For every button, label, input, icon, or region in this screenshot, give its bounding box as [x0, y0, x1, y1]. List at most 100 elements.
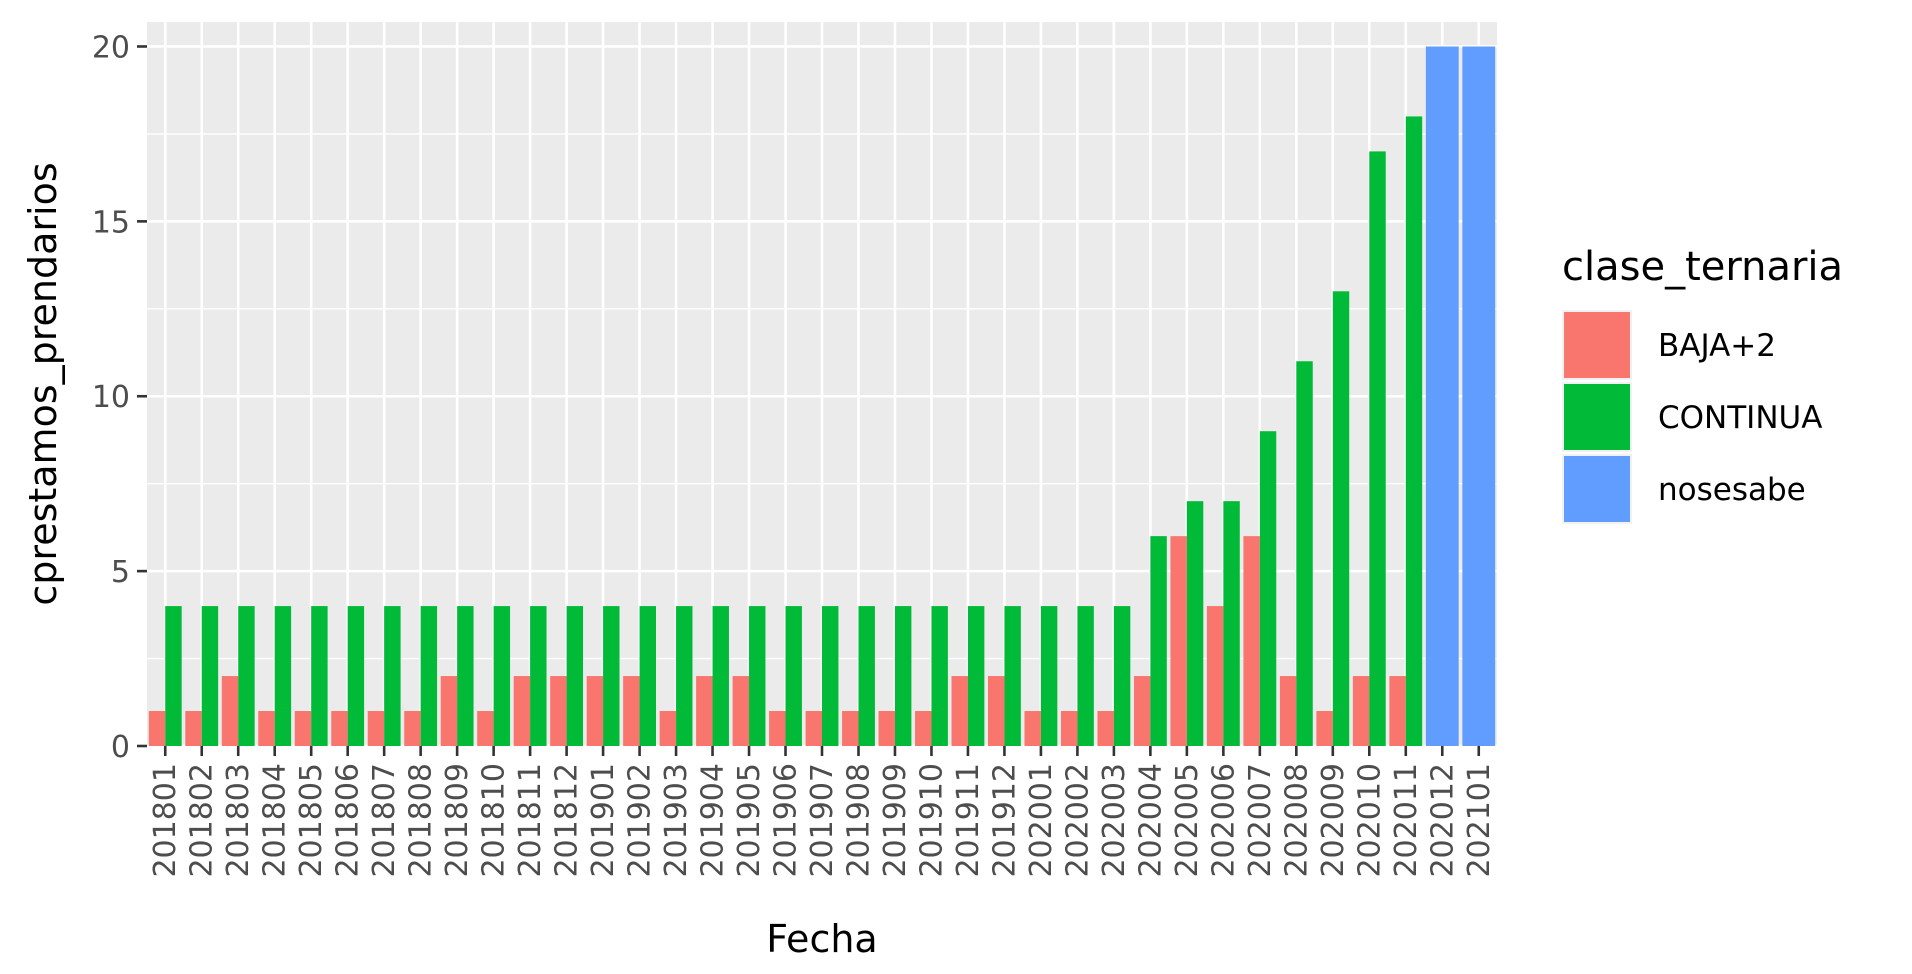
x-tick-label: 201909 [878, 763, 913, 878]
bar-baja-2-201901 [586, 676, 604, 746]
legend-label-baja-2: BAJA+2 [1658, 328, 1776, 364]
x-tick-label: 201809 [440, 763, 475, 878]
x-tick-label: 201902 [623, 763, 658, 878]
x-tick-label: 201907 [805, 763, 840, 878]
bar-continua-201911 [967, 606, 985, 746]
legend-swatch-baja-2 [1564, 312, 1630, 378]
x-tick-label: 202012 [1425, 763, 1460, 878]
x-tick-label: 201805 [294, 763, 329, 878]
bar-continua-201901 [603, 606, 620, 746]
bar-continua-202011 [1405, 116, 1423, 746]
x-tick-label: 202002 [1060, 763, 1095, 878]
x-tick-label: 202004 [1133, 763, 1168, 878]
bar-continua-201808 [420, 606, 438, 746]
x-tick-label: 202101 [1462, 763, 1497, 878]
bar-baja-2-202001 [1024, 711, 1041, 746]
bar-continua-201809 [457, 606, 474, 746]
bar-continua-201910 [931, 606, 948, 746]
bar-baja-2-201802 [185, 711, 202, 746]
y-axis-title: cprestamos_prendarios [21, 162, 65, 605]
legend: clase_ternaria BAJA+2 CONTINUA nosesabe [1562, 244, 1843, 524]
bar-continua-201803 [238, 606, 255, 746]
bar-baja-2-202004 [1133, 676, 1151, 746]
bar-baja-2-201810 [477, 711, 494, 746]
x-tick-label: 201806 [331, 763, 366, 878]
y-tick-label: 5 [111, 555, 130, 590]
x-tick-label: 202001 [1024, 763, 1059, 878]
bar-continua-201902 [639, 606, 656, 746]
x-tick-label: 201812 [550, 763, 585, 878]
x-tick-label: 201911 [951, 763, 986, 878]
x-tick-label: 202005 [1170, 763, 1205, 878]
bar-continua-201807 [384, 606, 401, 746]
x-tick-label: 201802 [185, 763, 220, 878]
bar-baja-2-202003 [1097, 711, 1114, 746]
y-tick-label: 10 [92, 380, 130, 415]
bar-baja-2-201902 [623, 676, 640, 746]
bar-baja-2-201908 [842, 711, 859, 746]
x-tick-label: 201804 [258, 763, 293, 878]
bar-continua-202003 [1113, 606, 1131, 746]
legend-swatch-nosesabe [1564, 456, 1630, 522]
legend-title: clase_ternaria [1562, 244, 1843, 290]
bar-baja-2-201803 [221, 676, 239, 746]
bar-baja-2-201906 [769, 711, 786, 746]
y-tick-label: 20 [92, 30, 130, 65]
bar-baja-2-201812 [550, 676, 567, 746]
x-tick-label: 201810 [477, 763, 512, 878]
x-tick-label: 202003 [1097, 763, 1132, 878]
bar-baja-2-202010 [1352, 676, 1370, 746]
x-tick-label: 201904 [696, 763, 731, 878]
bar-continua-201811 [530, 606, 547, 746]
bar-continua-201906 [785, 606, 802, 746]
bar-continua-202004 [1150, 536, 1167, 746]
bar-baja-2-202011 [1389, 676, 1406, 746]
legend-swatch-continua [1564, 384, 1630, 450]
x-tick-label: 201908 [841, 763, 876, 878]
bar-baja-2-201903 [659, 711, 677, 746]
x-tick-label: 201910 [914, 763, 949, 878]
y-tick-label: 0 [111, 730, 130, 765]
x-tick-label: 202011 [1389, 763, 1424, 878]
bar-baja-2-201808 [404, 711, 421, 746]
bar-continua-201812 [566, 606, 584, 746]
x-tick-label: 201912 [987, 763, 1022, 878]
x-axis-title: Fecha [766, 917, 877, 961]
x-tick-label: 201906 [769, 763, 804, 878]
bar-continua-201905 [749, 606, 766, 746]
x-tick-label: 202010 [1352, 763, 1387, 878]
x-tick-label: 202006 [1206, 763, 1241, 878]
bar-baja-2-201806 [331, 711, 348, 746]
bar-baja-2-201805 [294, 711, 312, 746]
x-tick-label: 201903 [659, 763, 694, 878]
bar-baja-2-201907 [805, 711, 822, 746]
x-tick-label: 202008 [1279, 763, 1314, 878]
x-tick-label: 202007 [1243, 763, 1278, 878]
legend-label-continua: CONTINUA [1658, 400, 1822, 436]
bar-baja-2-202008 [1279, 676, 1297, 746]
bar-baja-2-202002 [1060, 711, 1078, 746]
bar-continua-202008 [1296, 361, 1313, 746]
bar-baja-2-201801 [148, 711, 166, 746]
bar-baja-2-201804 [258, 711, 275, 746]
bar-baja-2-202006 [1206, 606, 1224, 746]
x-tick-label: 202009 [1316, 763, 1351, 878]
bar-baja-2-201911 [951, 676, 968, 746]
bar-continua-202001 [1040, 606, 1058, 746]
y-tick-label: 15 [92, 205, 130, 240]
bar-continua-202002 [1077, 606, 1094, 746]
x-tick-label: 201901 [586, 763, 621, 878]
bar-baja-2-201807 [367, 711, 385, 746]
bar-continua-202009 [1332, 291, 1350, 746]
x-axis: 201801 201802 201803 201804 201805 201806 2018… [148, 746, 1497, 878]
bar-continua-202007 [1259, 431, 1277, 746]
bar-nosesabe-202101 [1462, 46, 1496, 746]
bar-continua-202006 [1223, 501, 1240, 746]
bar-continua-202005 [1186, 501, 1204, 746]
bar-continua-201805 [311, 606, 328, 746]
x-tick-label: 201811 [513, 763, 548, 878]
bar-continua-201909 [894, 606, 912, 746]
bar-baja-2-201910 [915, 711, 932, 746]
x-tick-label: 201803 [221, 763, 256, 878]
